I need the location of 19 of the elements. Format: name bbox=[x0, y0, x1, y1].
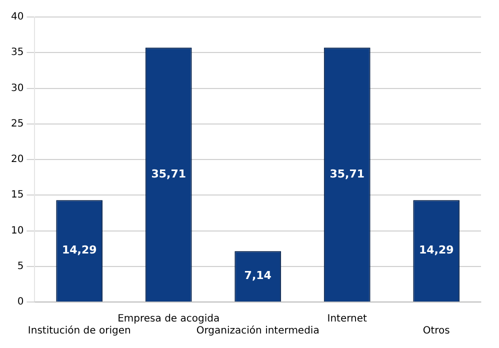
y-tick-label: 20 bbox=[10, 154, 24, 166]
y-tick-label: 40 bbox=[10, 12, 24, 23]
y-tick-label: 30 bbox=[10, 82, 24, 94]
data-label: 7,14 bbox=[244, 269, 272, 282]
y-tick-label: 15 bbox=[10, 190, 24, 201]
x-tick-label: Institución de origen bbox=[28, 326, 131, 337]
x-tick-label: Empresa de acogida bbox=[118, 314, 220, 325]
y-tick-label: 25 bbox=[10, 118, 24, 130]
y-tick-label: 10 bbox=[10, 225, 24, 236]
y-tick-label: 5 bbox=[17, 260, 24, 272]
data-label: 14,29 bbox=[418, 244, 454, 257]
data-label: 35,71 bbox=[151, 167, 186, 180]
x-tick-label: Organización intermedia bbox=[196, 326, 320, 337]
y-tick-label: 0 bbox=[17, 296, 24, 308]
y-tick-label: 35 bbox=[10, 47, 24, 58]
data-label: 14,29 bbox=[62, 244, 97, 257]
data-label: 35,71 bbox=[330, 167, 365, 180]
x-tick-label: Internet bbox=[327, 314, 368, 325]
x-tick-label: Otros bbox=[422, 326, 450, 337]
